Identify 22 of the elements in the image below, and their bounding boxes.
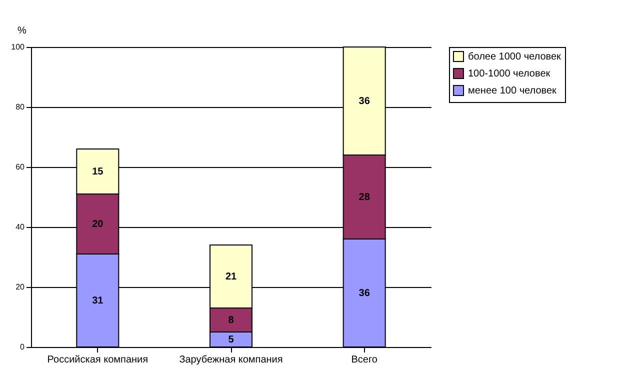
y-axis-title: % (18, 26, 26, 36)
data-label: 5 (228, 334, 234, 346)
data-label: 36 (358, 288, 370, 299)
legend-label: 100-1000 человек (468, 68, 551, 80)
data-label: 21 (225, 272, 237, 282)
data-label: 36 (358, 96, 370, 107)
y-tick-label: 60 (16, 162, 26, 172)
legend-label: более 1000 человек (468, 52, 562, 62)
y-tick-label: 80 (16, 102, 26, 112)
y-tick-label: 0 (20, 342, 26, 352)
data-label: 15 (92, 166, 104, 178)
data-label: 31 (92, 296, 104, 306)
y-tick-label: 100 (11, 42, 26, 52)
y-tick-label: 40 (16, 222, 26, 232)
x-tick-label: Всего (351, 354, 378, 366)
x-tick-label: Российская компания (47, 354, 148, 366)
data-label: 20 (92, 219, 104, 230)
y-tick-label: 20 (16, 282, 26, 292)
data-label: 8 (228, 315, 234, 326)
data-label: 28 (358, 192, 370, 203)
x-tick-label: Зарубежная компания (179, 354, 283, 366)
legend-label: менее 100 человек (468, 86, 558, 96)
